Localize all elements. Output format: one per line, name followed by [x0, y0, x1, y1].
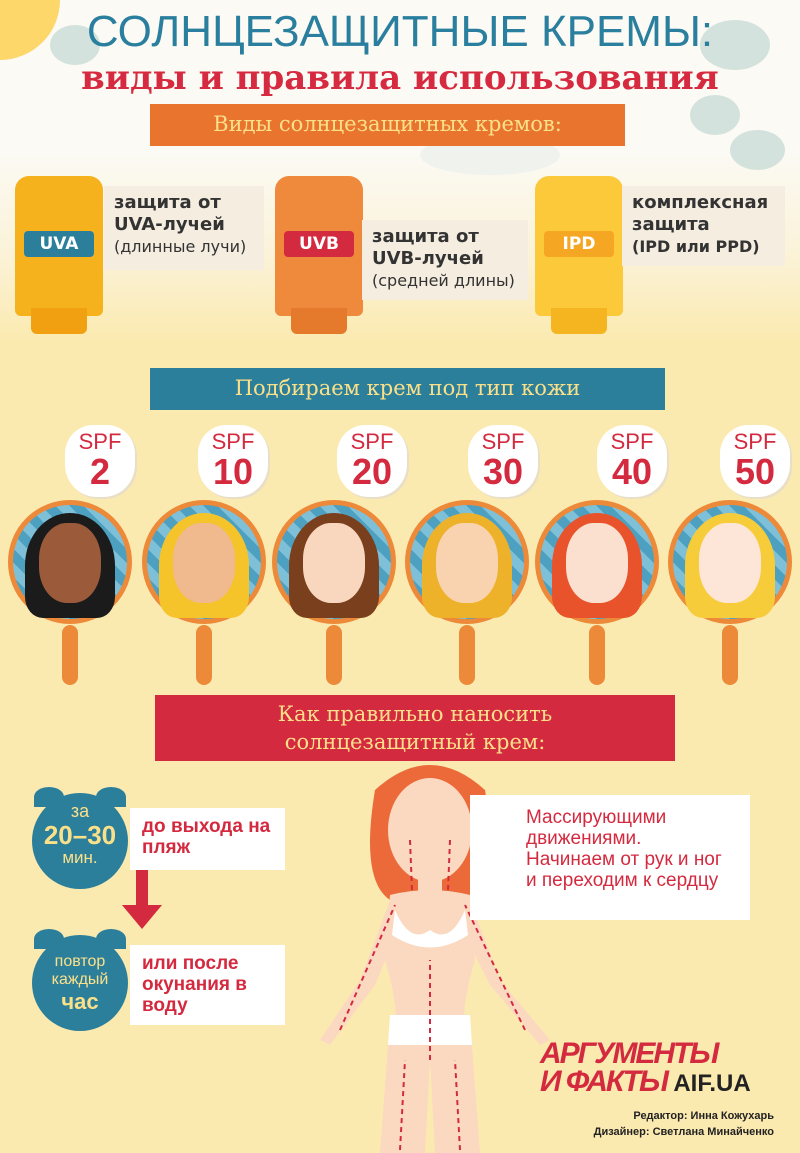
arrow-down-icon	[136, 870, 148, 915]
arrow-down-head	[122, 905, 162, 929]
aif-logo: АРГУМЕНТЫ И ФАКТЫ AIF.UA	[540, 1037, 751, 1098]
mirror-handle	[722, 625, 738, 685]
face	[436, 523, 498, 603]
mirror-face-illustration	[668, 500, 792, 624]
face	[566, 523, 628, 603]
logo-line: И ФАКТЫ	[540, 1065, 669, 1098]
clock-text: 20–30	[43, 820, 117, 850]
type-note: (длинные лучи)	[114, 237, 247, 256]
type-note: (IPD или PPD)	[632, 237, 760, 256]
uvb-description: защита от UVB-лучей (средней длины)	[362, 220, 528, 300]
types-banner: Виды солнцезащитных кремов:	[150, 104, 625, 146]
face	[39, 523, 101, 603]
logo-site: AIF.UA	[673, 1070, 751, 1097]
uva-description: защита от UVA-лучей (длинные лучи)	[104, 186, 264, 270]
mirror-handle	[62, 625, 78, 685]
face	[699, 523, 761, 603]
mirror-handle	[326, 625, 342, 685]
cloud-icon	[730, 130, 785, 170]
mirror-face-illustration	[142, 500, 266, 624]
spf-bubble: SPF 20	[337, 425, 407, 497]
clock-text: каждый	[51, 971, 109, 988]
spf-label: SPF	[211, 429, 255, 454]
tube-cap	[290, 308, 348, 334]
uva-tube: UVA	[15, 176, 103, 334]
alarm-clock-icon: за 20–30 мин.	[32, 787, 128, 889]
mirror-face-illustration	[535, 500, 659, 624]
spf-value: 30	[482, 451, 524, 492]
type-title: защита от UVB-лучей	[372, 226, 484, 269]
clock-bell	[96, 787, 126, 807]
page-title: СОЛНЦЕЗАЩИТНЫЕ КРЕМЫ:	[86, 7, 714, 56]
designer-credit: Дизайнер: Светлана Минайченко	[593, 1126, 774, 1138]
spf-value: 50	[734, 451, 776, 492]
ipd-description: комплексная защита (IPD или PPD)	[622, 186, 785, 266]
tube-label: UVA	[23, 231, 95, 257]
spf-value: 2	[89, 451, 111, 492]
step-after-swim: или после окунания в воду	[130, 945, 285, 1025]
logo-line: АРГУМЕНТЫ	[540, 1037, 719, 1070]
spf-value: 10	[212, 451, 254, 492]
mirror-face-illustration	[405, 500, 529, 624]
face	[303, 523, 365, 603]
spf-value: 40	[611, 451, 653, 492]
clock-bell	[34, 929, 64, 949]
banner-line: солнцезащитный крем:	[284, 730, 546, 754]
mirror-handle	[459, 625, 475, 685]
clock-bell	[34, 787, 64, 807]
tube-label: IPD	[543, 231, 615, 257]
mirror-handle	[196, 625, 212, 685]
banner-line: Как правильно наносить	[277, 702, 553, 726]
spf-label: SPF	[733, 429, 777, 454]
spf-bubble: SPF 30	[468, 425, 538, 497]
clock-text: час	[61, 989, 99, 1014]
tube-cap	[30, 308, 88, 334]
type-note: (средней длины)	[372, 271, 515, 290]
spf-bubble: SPF 50	[720, 425, 790, 497]
spf-bubble: SPF 10	[198, 425, 268, 497]
alarm-clock-icon: повтор каждый час	[32, 929, 128, 1031]
apply-banner: Как правильно наносить солнцезащитный кр…	[155, 695, 675, 761]
spf-label: SPF	[481, 429, 525, 454]
tube-cap	[550, 308, 608, 334]
spf-value: 20	[351, 451, 393, 492]
step-before-beach: до выхода на пляж	[130, 808, 285, 870]
massage-instruction: Массирующими движениями. Начинаем от рук…	[470, 795, 750, 920]
cloud-icon	[690, 95, 740, 135]
editor-credit: Редактор: Инна Кожухарь	[633, 1110, 774, 1122]
cloud-icon	[50, 25, 100, 65]
mirror-face-illustration	[272, 500, 396, 624]
woman-figure-illustration	[320, 765, 550, 1153]
spf-label: SPF	[610, 429, 654, 454]
clock-text: мин.	[62, 848, 98, 867]
mirror-handle	[589, 625, 605, 685]
uvb-tube: UVB	[275, 176, 363, 334]
spf-bubble: SPF 2	[65, 425, 135, 497]
spf-label: SPF	[350, 429, 394, 454]
spf-label: SPF	[78, 429, 122, 454]
type-title: защита от UVA-лучей	[114, 192, 225, 235]
skin-banner: Подбираем крем под тип кожи	[150, 368, 665, 410]
clock-text: повтор	[54, 953, 106, 970]
type-title: комплексная защита	[632, 192, 769, 235]
face	[173, 523, 235, 603]
mirror-face-illustration	[8, 500, 132, 624]
clock-bell	[96, 929, 126, 949]
spf-bubble: SPF 40	[597, 425, 667, 497]
tube-label: UVB	[283, 231, 355, 257]
page-subtitle: виды и правила использования	[81, 58, 719, 98]
ipd-tube: IPD	[535, 176, 623, 334]
clock-text: за	[70, 801, 90, 821]
cloud-icon	[700, 20, 770, 70]
